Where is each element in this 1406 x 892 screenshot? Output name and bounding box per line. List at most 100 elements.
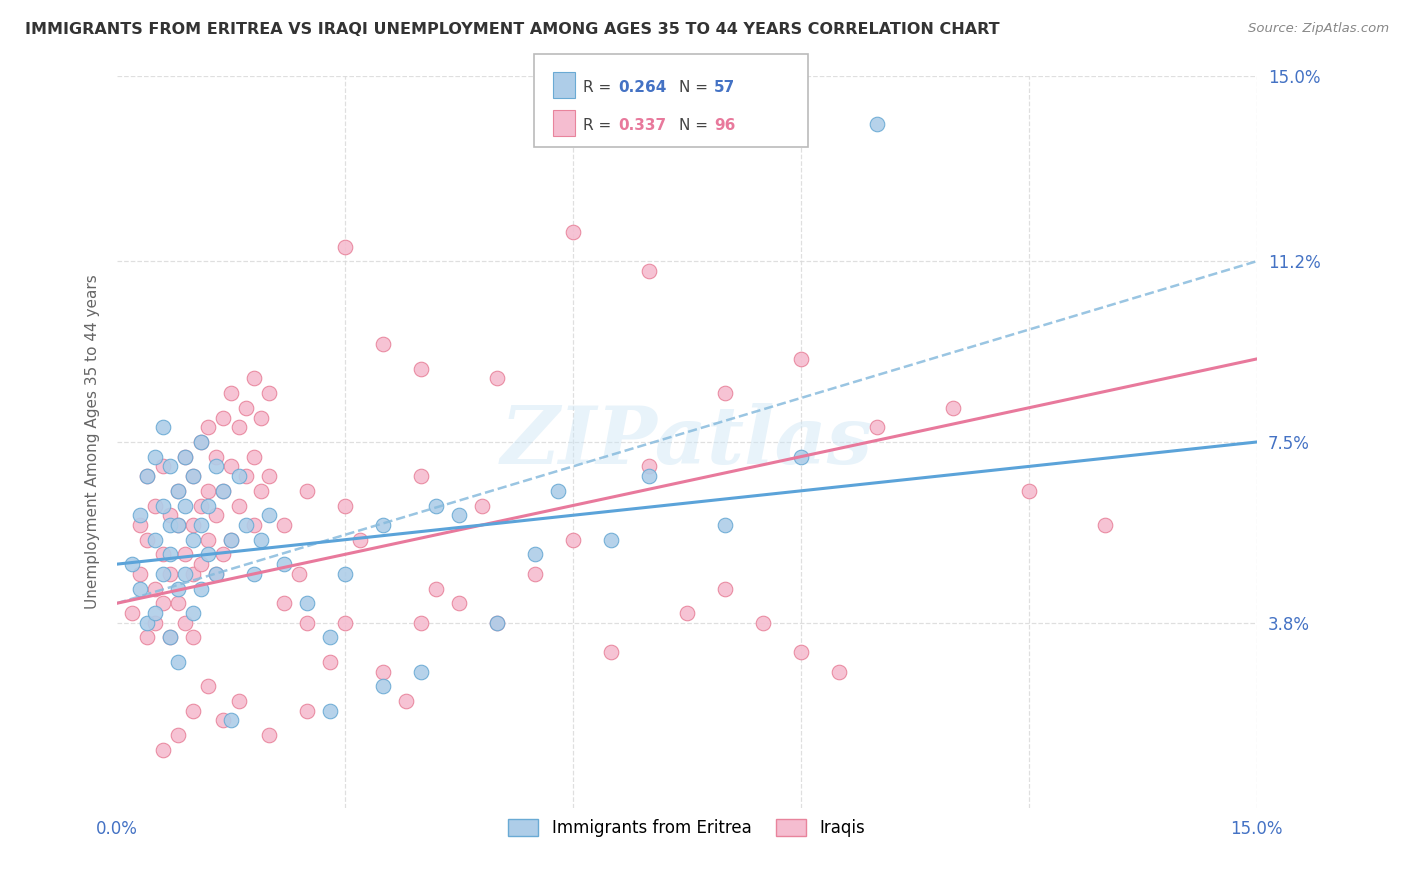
Point: [273, 518, 295, 533]
Point: [485, 371, 508, 385]
Point: [333, 615, 356, 630]
Point: [166, 518, 188, 533]
Point: [257, 728, 280, 742]
Point: [181, 518, 204, 533]
Point: [319, 631, 342, 645]
Point: [204, 566, 226, 581]
Point: [235, 401, 257, 415]
Point: [219, 386, 242, 401]
Point: [790, 351, 813, 366]
Point: [866, 117, 889, 131]
Point: [250, 410, 273, 425]
Text: 0.264: 0.264: [619, 80, 666, 95]
Point: [349, 533, 371, 547]
Text: ZIPatlas: ZIPatlas: [501, 403, 873, 481]
Y-axis label: Unemployment Among Ages 35 to 44 years: Unemployment Among Ages 35 to 44 years: [86, 275, 100, 609]
Point: [409, 665, 432, 679]
Point: [190, 518, 212, 533]
Point: [219, 533, 242, 547]
Point: [425, 582, 447, 596]
Point: [204, 450, 226, 464]
Point: [166, 582, 188, 596]
Point: [166, 483, 188, 498]
Point: [152, 420, 174, 434]
Point: [181, 533, 204, 547]
Point: [250, 483, 273, 498]
Text: 0.337: 0.337: [619, 119, 666, 133]
Point: [159, 459, 181, 474]
Point: [174, 615, 197, 630]
Point: [197, 483, 219, 498]
Point: [212, 483, 235, 498]
Point: [228, 694, 250, 708]
Text: 96: 96: [714, 119, 735, 133]
Point: [121, 606, 143, 620]
Point: [181, 469, 204, 483]
Point: [319, 704, 342, 718]
Point: [447, 596, 470, 610]
Text: IMMIGRANTS FROM ERITREA VS IRAQI UNEMPLOYMENT AMONG AGES 35 TO 44 YEARS CORRELAT: IMMIGRANTS FROM ERITREA VS IRAQI UNEMPLO…: [25, 22, 1000, 37]
Point: [159, 547, 181, 561]
Point: [197, 499, 219, 513]
Point: [143, 499, 166, 513]
Point: [866, 420, 889, 434]
Text: 57: 57: [714, 80, 735, 95]
Point: [181, 704, 204, 718]
Point: [136, 469, 159, 483]
Point: [152, 743, 174, 757]
Point: [250, 533, 273, 547]
Point: [485, 615, 508, 630]
Point: [219, 533, 242, 547]
Point: [181, 566, 204, 581]
Point: [181, 606, 204, 620]
Point: [1018, 483, 1040, 498]
Point: [638, 469, 661, 483]
Point: [273, 596, 295, 610]
Point: [333, 499, 356, 513]
Point: [166, 728, 188, 742]
Point: [600, 645, 623, 659]
Point: [333, 566, 356, 581]
Point: [152, 566, 174, 581]
Point: [204, 566, 226, 581]
Point: [212, 547, 235, 561]
Point: [235, 518, 257, 533]
Point: [228, 499, 250, 513]
Point: [136, 615, 159, 630]
Point: [371, 665, 394, 679]
Point: [257, 386, 280, 401]
Point: [190, 499, 212, 513]
Point: [371, 518, 394, 533]
Point: [395, 694, 418, 708]
Point: [204, 508, 226, 523]
Point: [128, 508, 150, 523]
Point: [409, 361, 432, 376]
Point: [242, 566, 264, 581]
Legend: Immigrants from Eritrea, Iraqis: Immigrants from Eritrea, Iraqis: [502, 813, 872, 844]
Point: [242, 450, 264, 464]
Point: [752, 615, 775, 630]
Point: [143, 615, 166, 630]
Text: R =: R =: [583, 119, 617, 133]
Point: [409, 615, 432, 630]
Point: [523, 566, 546, 581]
Text: N =: N =: [679, 119, 713, 133]
Point: [174, 566, 197, 581]
Point: [121, 557, 143, 571]
Point: [425, 499, 447, 513]
Point: [197, 679, 219, 693]
Point: [295, 704, 318, 718]
Point: [197, 420, 219, 434]
Point: [143, 450, 166, 464]
Point: [152, 547, 174, 561]
Point: [181, 469, 204, 483]
Point: [159, 518, 181, 533]
Point: [219, 459, 242, 474]
Point: [942, 401, 965, 415]
Text: R =: R =: [583, 80, 617, 95]
Point: [152, 596, 174, 610]
Point: [136, 533, 159, 547]
Point: [159, 508, 181, 523]
Point: [166, 518, 188, 533]
Point: [152, 459, 174, 474]
